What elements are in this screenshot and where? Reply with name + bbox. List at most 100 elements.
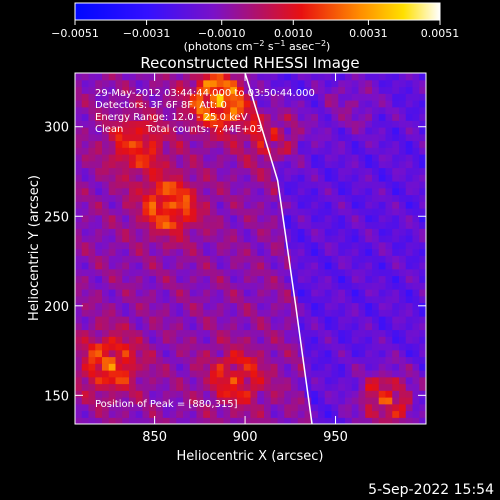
heatmap-cell: [345, 295, 353, 304]
heatmap-cell: [399, 140, 407, 148]
heatmap-cell: [243, 160, 252, 169]
heatmap-cell: [405, 147, 414, 155]
heatmap-cell: [122, 390, 130, 398]
heatmap-cell: [277, 235, 285, 243]
heatmap-cell: [142, 120, 150, 128]
heatmap-cell: [345, 390, 353, 398]
heatmap-cell: [203, 316, 211, 324]
heatmap-cell: [318, 410, 326, 418]
heatmap-cell: [250, 255, 258, 263]
heatmap-cell: [169, 181, 177, 189]
heatmap-cell: [142, 228, 150, 236]
heatmap-cell: [277, 376, 285, 385]
heatmap-cell: [95, 255, 103, 263]
heatmap-cell: [351, 133, 360, 142]
heatmap-cell: [297, 79, 306, 88]
heatmap-cell: [88, 100, 96, 108]
colorbar-gradient: [74, 2, 441, 21]
heatmap-cell: [230, 167, 238, 175]
heatmap-cell: [270, 106, 279, 115]
heatmap-cell: [210, 397, 218, 405]
heatmap-cell: [156, 275, 164, 283]
heatmap-cell: [81, 214, 90, 223]
heatmap-cell: [162, 363, 171, 371]
heatmap-cell: [284, 410, 292, 418]
heatmap-cell: [324, 370, 333, 378]
heatmap-cell: [345, 403, 353, 412]
heatmap-cell: [304, 370, 312, 378]
heatmap-cell: [264, 248, 272, 256]
heatmap-cell: [378, 282, 387, 290]
heatmap-cell: [230, 262, 238, 270]
heatmap-cell: [156, 100, 164, 108]
heatmap-cell: [216, 397, 225, 405]
heatmap-cell: [115, 106, 123, 115]
heatmap-cell: [102, 133, 110, 142]
heatmap-cell: [81, 363, 90, 371]
heatmap-cell: [385, 187, 393, 196]
heatmap-cell: [412, 383, 420, 391]
heatmap-cell: [162, 309, 171, 317]
heatmap-cell: [189, 241, 198, 250]
heatmap-cell: [284, 187, 292, 196]
heatmap-cell: [399, 329, 407, 337]
heatmap-cell: [297, 410, 306, 418]
heatmap-cell: [216, 167, 225, 175]
heatmap-cell: [405, 140, 414, 148]
heatmap-cell: [378, 73, 387, 81]
heatmap-cell: [81, 174, 90, 182]
heatmap-cell: [189, 214, 198, 223]
heatmap-cell: [162, 302, 171, 310]
heatmap-cell: [405, 154, 414, 162]
heatmap-cell: [189, 343, 198, 351]
heatmap-cell: [189, 133, 198, 142]
heatmap-cell: [345, 356, 353, 364]
heatmap-cell: [183, 140, 191, 148]
heatmap-cell: [210, 86, 218, 94]
heatmap-cell: [223, 336, 231, 344]
heatmap-cell: [230, 208, 238, 216]
heatmap-cell: [210, 79, 218, 88]
heatmap-cell: [399, 295, 407, 304]
heatmap-cell: [270, 302, 279, 310]
heatmap-cell: [324, 397, 333, 405]
heatmap-cell: [284, 214, 292, 223]
heatmap-cell: [392, 376, 400, 385]
heatmap-cell: [230, 343, 238, 351]
heatmap-cell: [122, 302, 130, 310]
heatmap-cell: [183, 295, 191, 304]
heatmap-cell: [250, 113, 258, 121]
heatmap-cell: [203, 248, 211, 256]
heatmap-cell: [257, 214, 265, 223]
heatmap-cell: [75, 329, 83, 337]
heatmap-cell: [385, 343, 393, 351]
heatmap-cell: [291, 160, 299, 169]
heatmap-cell: [318, 100, 326, 108]
heatmap-cell: [115, 282, 123, 290]
heatmap-cell: [405, 275, 414, 283]
heatmap-cell: [291, 343, 299, 351]
heatmap-cell: [399, 113, 407, 121]
heatmap-cell: [196, 397, 204, 405]
heatmap-cell: [358, 255, 366, 263]
heatmap-cell: [284, 154, 292, 162]
heatmap-cell: [304, 174, 312, 182]
heatmap-cell: [142, 79, 150, 88]
heatmap-cell: [156, 309, 164, 317]
heatmap-cell: [318, 79, 326, 88]
heatmap-cell: [405, 73, 414, 81]
heatmap-cell: [311, 174, 319, 182]
heatmap-cell: [196, 241, 204, 250]
heatmap-cell: [135, 262, 144, 270]
heatmap-cell: [88, 302, 96, 310]
heatmap-cell: [358, 390, 366, 398]
heatmap-cell: [304, 255, 312, 263]
heatmap-cell: [149, 349, 157, 358]
heatmap-cell: [250, 174, 258, 182]
heatmap-cell: [358, 214, 366, 223]
heatmap-cell: [277, 133, 285, 142]
annotation-detectors: Detectors: 3F 6F 8F, Att: 0: [95, 100, 227, 111]
heatmap-cell: [223, 322, 231, 331]
heatmap-cell: [223, 289, 231, 297]
heatmap-cell: [88, 343, 96, 351]
